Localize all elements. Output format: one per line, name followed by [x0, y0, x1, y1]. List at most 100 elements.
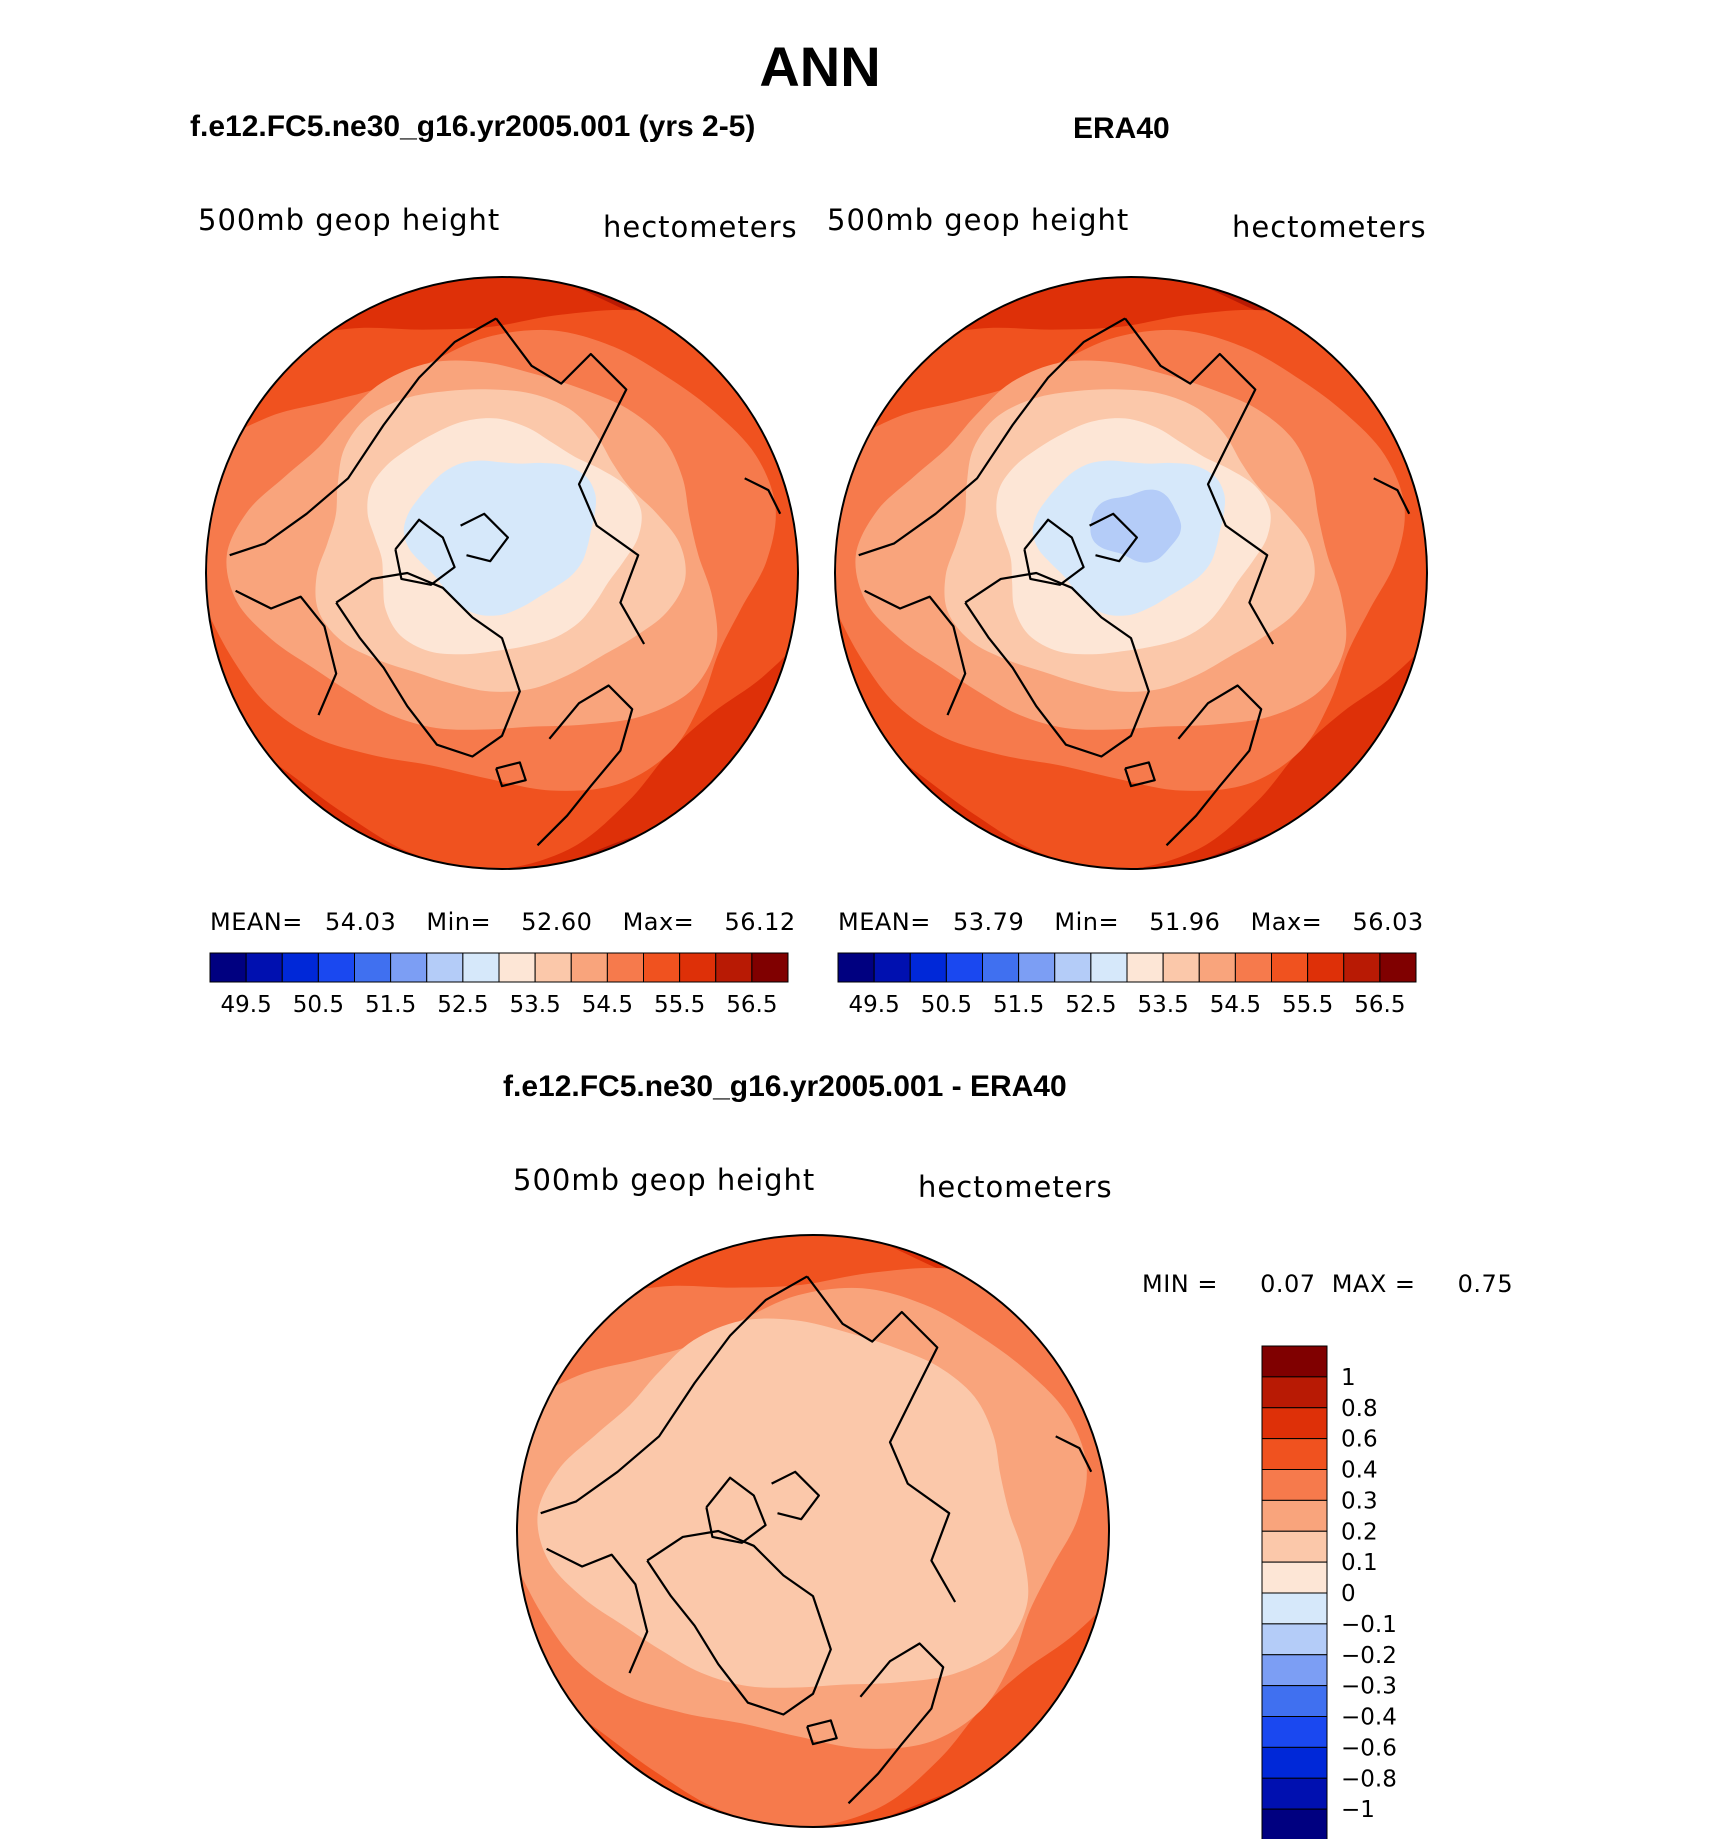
- obs-colorbar-tick-label: 49.5: [849, 992, 900, 1018]
- model-colorbar-box: [534, 952, 572, 983]
- obs-colorbar: 49.5 50.5 51.5 52.5 53.5 54.5 55.5 56.5: [837, 952, 1417, 1018]
- diff-coastline: [646, 1529, 832, 1716]
- obs-colorbar-box: [1162, 952, 1200, 983]
- obs-colorbar-box: [1018, 952, 1056, 983]
- diff-map-border: [516, 1234, 1110, 1828]
- model-mean-label: MEAN=: [210, 908, 303, 936]
- obs-colorbar-box: [1379, 952, 1417, 983]
- model-colorbar-tick-label: 55.5: [654, 992, 705, 1018]
- diff-coastline: [1055, 1435, 1093, 1473]
- obs-colorbar-box: [982, 952, 1020, 983]
- diff-colorbar-box: [1261, 1808, 1328, 1839]
- diff-max-value: 0.75: [1457, 1270, 1514, 1298]
- diff-colorbar-box: [1261, 1438, 1328, 1470]
- obs-coastline: [1023, 518, 1085, 586]
- obs-stats: MEAN= 53.79 Min= 51.96 Max= 56.03: [838, 908, 1424, 936]
- obs-max-label: Max=: [1250, 908, 1323, 936]
- diff-colorbar-tick-label: −0.8: [1341, 1766, 1397, 1792]
- obs-min-value: 51.96: [1149, 908, 1221, 936]
- obs-colorbar-tick-label: 52.5: [1065, 992, 1116, 1018]
- obs-coastline: [964, 571, 1150, 758]
- diff-coastline: [540, 1275, 808, 1515]
- diff-colorbar-tick-label: 0.3: [1341, 1488, 1378, 1514]
- diff-colorbar-tick-label: 0.8: [1341, 1396, 1378, 1422]
- diff-colorbar-tick-label: 0.6: [1341, 1427, 1378, 1453]
- obs-colorbar-box: [1054, 952, 1092, 983]
- obs-mean-value: 53.79: [953, 908, 1025, 936]
- diff-colorbar-box: [1261, 1407, 1328, 1440]
- model-max-value: 56.12: [724, 908, 796, 936]
- diff-colorbar-tick-label: 1: [1341, 1365, 1356, 1391]
- obs-min-label: Min=: [1054, 908, 1120, 936]
- obs-colorbar-tick-label: 55.5: [1282, 992, 1333, 1018]
- obs-colorbar-box: [1126, 952, 1164, 983]
- diff-colorbar-box: [1261, 1345, 1328, 1378]
- diff-panel-title: f.e12.FC5.ne30_g16.yr2005.001 - ERA40: [503, 1070, 1067, 1103]
- model-coastline: [495, 317, 646, 645]
- obs-colorbar-box: [837, 952, 875, 983]
- obs-coastline: [1373, 477, 1411, 515]
- model-max-label: Max=: [622, 908, 695, 936]
- model-variable-label: 500mb geop height: [198, 203, 501, 237]
- obs-colorbar-box: [1307, 952, 1345, 983]
- model-colorbar-box: [426, 952, 464, 983]
- obs-colorbar-tick-label: 50.5: [921, 992, 972, 1018]
- diff-coastline: [546, 1547, 649, 1674]
- diff-colorbar-tick-label: −0.6: [1341, 1735, 1397, 1761]
- model-coastline: [460, 512, 509, 563]
- diff-units-label: hectometers: [918, 1170, 1113, 1204]
- obs-colorbar-box: [1343, 952, 1381, 983]
- model-colorbar-tick-label: 56.5: [726, 992, 777, 1018]
- model-coastline: [536, 684, 634, 847]
- obs-coastline: [1089, 512, 1138, 563]
- obs-coastline: [1165, 684, 1263, 847]
- obs-panel-title: ERA40: [1073, 112, 1170, 145]
- model-colorbar-tick-label: 54.5: [582, 992, 633, 1018]
- diff-colorbar-box: [1261, 1561, 1328, 1594]
- model-colorbar: 49.5 50.5 51.5 52.5 53.5 54.5 55.5 56.5: [209, 952, 789, 1018]
- model-colorbar-box: [245, 952, 283, 983]
- obs-coastline: [1124, 317, 1275, 645]
- diff-colorbar-box: [1261, 1654, 1328, 1687]
- model-colorbar-tick-label: 49.5: [221, 992, 272, 1018]
- obs-colorbar-box: [1090, 952, 1128, 983]
- diff-coastline: [806, 1719, 838, 1746]
- diff-colorbar-box: [1261, 1623, 1328, 1656]
- obs-colorbar-tick-label: 56.5: [1354, 992, 1405, 1018]
- figure-title: ANN: [759, 35, 881, 98]
- model-coastline: [229, 317, 497, 557]
- obs-coastline: [1124, 761, 1156, 788]
- obs-colorbar-box: [1234, 952, 1272, 983]
- diff-colorbar-tick-label: 0.1: [1341, 1550, 1378, 1576]
- diff-max-label: MAX =: [1331, 1270, 1416, 1298]
- obs-max-value: 56.03: [1352, 908, 1424, 936]
- diff-colorbar-tick-label: −1: [1341, 1797, 1375, 1823]
- obs-coastline: [864, 589, 967, 716]
- diff-min-value: 0.07: [1260, 1270, 1316, 1298]
- diff-colorbar-tick-label: −0.1: [1341, 1612, 1397, 1638]
- model-colorbar-tick-label: 53.5: [510, 992, 561, 1018]
- model-colorbar-box: [390, 952, 428, 983]
- model-colorbar-box: [317, 952, 355, 983]
- diff-colorbar-tick-label: 0: [1341, 1581, 1356, 1607]
- obs-colorbar-tick-label: 54.5: [1210, 992, 1261, 1018]
- obs-colorbar-tick-label: 51.5: [993, 992, 1044, 1018]
- model-band: [403, 460, 597, 616]
- model-mean-value: 54.03: [325, 908, 397, 936]
- obs-band: [1090, 489, 1182, 563]
- diff-coastline: [705, 1476, 767, 1544]
- model-colorbar-box: [679, 952, 717, 983]
- model-min-value: 52.60: [521, 908, 593, 936]
- diff-colorbar-tick-label: 0.2: [1341, 1519, 1378, 1545]
- model-colorbar-tick-label: 51.5: [365, 992, 416, 1018]
- model-colorbar-box: [643, 952, 681, 983]
- obs-colorbar-box: [909, 952, 947, 983]
- diff-colorbar-tick-label: −0.3: [1341, 1674, 1397, 1700]
- obs-colorbar-tick-label: 53.5: [1138, 992, 1189, 1018]
- diff-variable-label: 500mb geop height: [513, 1163, 816, 1197]
- diff-coastline: [771, 1470, 820, 1521]
- model-colorbar-box: [354, 952, 392, 983]
- diff-colorbar-tick-label: −0.2: [1341, 1643, 1397, 1669]
- model-colorbar-box: [606, 952, 644, 983]
